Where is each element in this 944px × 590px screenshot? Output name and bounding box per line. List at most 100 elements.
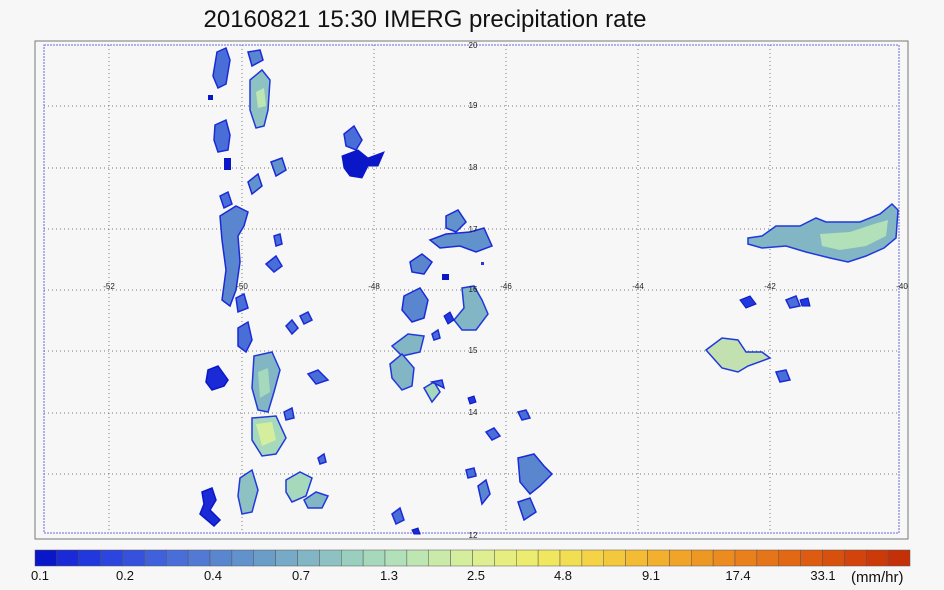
x-tick-label: -52: [103, 282, 115, 291]
colorbar-tick-label: 0.7: [292, 568, 310, 583]
colorbar-cell: [494, 549, 517, 567]
colorbar-tick-label: 0.1: [31, 568, 49, 583]
colorbar-tick-label: 1.3: [380, 568, 398, 583]
precip-patch: [303, 491, 330, 509]
x-tick-label: -44: [632, 282, 644, 291]
x-tick-label: -42: [764, 282, 776, 291]
precip-patch: [256, 422, 276, 446]
precip-patch: [208, 95, 213, 100]
precip-patch: [429, 379, 446, 390]
colorbar-cell: [822, 549, 845, 567]
precip-patch: [317, 452, 327, 465]
colorbar-cell: [581, 549, 604, 567]
y-tick-label: 17: [469, 225, 478, 234]
precip-patch: [517, 497, 537, 522]
colorbar-cell: [362, 549, 386, 567]
precip-patch: [704, 337, 772, 373]
colorbar-cell: [144, 549, 167, 567]
y-tick-label: 14: [469, 408, 478, 417]
colorbar-cell: [275, 549, 298, 567]
colorbar-cell: [800, 549, 823, 567]
precip-patches: [199, 46, 899, 535]
colorbar-tick-label: 9.1: [642, 568, 660, 583]
colorbar-cell: [537, 549, 561, 567]
colorbar-cell: [887, 549, 911, 567]
precip-patch: [465, 467, 477, 479]
precip-patch: [285, 471, 313, 503]
colorbar-cell: [122, 549, 145, 567]
precip-patch: [442, 274, 449, 280]
colorbar-tick-label: 0.2: [116, 568, 134, 583]
precip-patch: [477, 478, 491, 506]
colorbar-cell: [78, 549, 101, 567]
precip-patch: [431, 328, 441, 341]
colorbar-cell: [516, 549, 539, 567]
precip-patch: [428, 227, 494, 253]
y-tick-label: 15: [469, 346, 478, 355]
precip-patch: [799, 297, 811, 307]
precip-patch: [256, 88, 266, 108]
precip-patch: [285, 318, 299, 336]
precip-patch: [270, 157, 287, 178]
colorbar-cell: [669, 549, 692, 567]
x-tick-label: -40: [896, 282, 908, 291]
colorbar-tick-label: 33.1: [810, 568, 835, 583]
colorbar-tick-label: 0.4: [204, 568, 222, 583]
precip-patch: [411, 527, 421, 535]
precip-patch: [484, 427, 502, 441]
colorbar-cell: [319, 549, 342, 567]
x-tick-label: -46: [500, 282, 512, 291]
chart-title: 20160821 15:30 IMERG precipitation rate: [203, 6, 647, 33]
y-tick-label: 19: [469, 101, 478, 110]
y-tick-label: 12: [469, 531, 478, 540]
precip-patch: [224, 158, 231, 170]
colorbar-cell: [625, 549, 648, 567]
axis-tick-labels: -52 -50 -48 -46 -44 -42 -40 12 14 15 16 17 18 19 20: [103, 41, 908, 540]
precip-patch: [453, 285, 489, 331]
colorbar-cell: [187, 549, 211, 567]
plot-area-border: [43, 44, 900, 534]
precip-patch: [341, 149, 385, 179]
colorbar-cell: [778, 549, 801, 567]
colorbar-cell: [384, 549, 408, 567]
colorbar-cell: [450, 549, 473, 567]
precip-patch: [739, 295, 757, 309]
colorbar-labels: 0.1 0.2 0.4 0.7 1.3 2.5 4.8 9.1 17.4 33.1: [31, 568, 836, 583]
precip-patch: [443, 311, 455, 325]
colorbar-cell: [866, 549, 889, 567]
precip-patch: [264, 254, 283, 273]
colorbar-tick-label: 2.5: [467, 568, 485, 583]
precip-patch: [205, 365, 229, 391]
precip-patch: [219, 205, 249, 308]
colorbar-cell: [253, 549, 276, 567]
colorbar-cell: [734, 549, 758, 567]
colorbar-tick-label: 4.8: [554, 568, 572, 583]
precip-patch: [389, 352, 415, 391]
y-tick-label: 20: [469, 41, 478, 50]
precip-patch: [422, 380, 441, 404]
precip-patch: [481, 262, 484, 265]
precip-patch: [235, 292, 249, 314]
colorbar-cell: [341, 549, 364, 567]
precip-patch: [467, 395, 477, 405]
map-plot: -52 -50 -48 -46 -44 -42 -40 12 14 15 16 17 18 19 20: [34, 40, 909, 540]
x-tick-label: -48: [368, 282, 380, 291]
precip-patch: [283, 406, 295, 421]
colorbar-cell: [297, 549, 320, 567]
colorbar-cell: [209, 549, 233, 567]
precip-patch: [219, 190, 233, 210]
precip-patch: [212, 46, 231, 90]
precip-patch: [747, 202, 899, 263]
precip-patch: [247, 172, 263, 196]
precip-patch: [247, 49, 264, 68]
colorbar-cell: [691, 549, 714, 567]
precip-patch: [258, 368, 270, 398]
colorbar-tick-label: 17.4: [725, 568, 750, 583]
precip-patch: [390, 333, 425, 357]
grid-lines: [44, 45, 899, 533]
precip-patch: [774, 369, 792, 383]
colorbar-cell: [844, 549, 867, 567]
colorbar-cell: [559, 549, 583, 567]
precip-patch: [237, 320, 253, 354]
colorbar: 0.1 0.2 0.4 0.7 1.3 2.5 4.8 9.1 17.4 33.1: [31, 549, 911, 583]
